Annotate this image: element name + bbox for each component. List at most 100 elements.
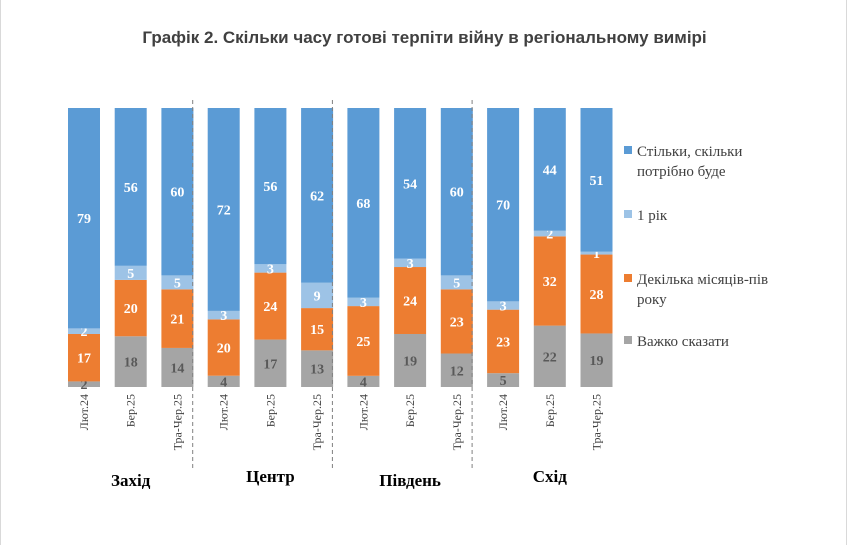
bar-segment	[440, 108, 473, 276]
data-label: 4	[220, 375, 227, 390]
category-tick-label: Бер.25	[403, 394, 417, 427]
data-label: 51	[590, 174, 604, 189]
bar-segment	[207, 375, 240, 387]
data-label: 5	[500, 374, 507, 389]
bar-segment	[114, 108, 147, 266]
data-label: 17	[77, 352, 91, 367]
bar-segment	[533, 325, 566, 387]
bar-segment	[161, 347, 194, 387]
data-label: 9	[314, 289, 321, 304]
data-label: 2	[546, 228, 553, 243]
legend-swatch	[624, 336, 632, 344]
bar-segment	[440, 275, 473, 290]
bar-segment	[207, 108, 240, 311]
data-label: 60	[450, 186, 464, 201]
legend-swatch	[624, 274, 632, 282]
data-label: 20	[124, 302, 138, 317]
region-label: Захід	[111, 471, 151, 490]
bar-segment	[347, 375, 380, 387]
category-tick-label: Тра-Чер.25	[170, 394, 184, 450]
legend-label: року	[637, 292, 667, 308]
category-tick-label: Тра-Чер.25	[590, 394, 604, 450]
bar-segment	[114, 279, 147, 337]
data-label: 79	[77, 212, 91, 227]
data-label: 20	[217, 342, 231, 357]
region-label: Південь	[379, 471, 441, 490]
category-tick-label: Лют.24	[356, 394, 370, 430]
bar-segment	[161, 289, 194, 348]
legend-swatch	[624, 210, 632, 218]
category-tick-label: Бер.25	[124, 394, 138, 427]
data-label: 24	[403, 295, 417, 310]
data-label: 3	[407, 257, 414, 272]
data-label: 25	[356, 335, 370, 350]
bar-segment	[347, 108, 380, 298]
bar-segment	[68, 108, 100, 329]
data-label: 32	[543, 275, 557, 290]
data-label: 2	[81, 325, 88, 340]
bar-segment	[301, 282, 334, 309]
data-label: 14	[170, 361, 184, 376]
data-label: 70	[496, 199, 510, 214]
category-tick-label: Лют.24	[77, 394, 91, 430]
bar-segment	[440, 289, 473, 354]
data-label: 24	[263, 300, 277, 315]
data-label: 1	[593, 247, 600, 262]
region-label: Схід	[533, 467, 568, 486]
bar-segment	[533, 230, 566, 237]
bar-segment	[394, 267, 427, 334]
data-label: 13	[310, 363, 324, 378]
data-label: 22	[543, 350, 557, 365]
data-label: 12	[450, 364, 464, 379]
bar-segment	[301, 108, 334, 283]
bar-segment	[254, 339, 287, 387]
data-label: 18	[124, 356, 138, 371]
bar-segment	[533, 108, 566, 231]
data-label: 3	[360, 296, 367, 311]
bar-segment	[161, 108, 194, 276]
bar-segment	[254, 264, 287, 273]
bar-segment	[207, 319, 240, 376]
data-label: 56	[263, 180, 277, 195]
bar-segment	[68, 381, 100, 387]
data-label: 21	[170, 313, 184, 328]
bar-segment	[394, 108, 427, 259]
legend-label: потрібно буде	[637, 164, 726, 180]
bar-segment	[580, 333, 613, 387]
category-tick-label: Лют.24	[217, 394, 231, 430]
data-label: 62	[310, 189, 324, 204]
bar-segment	[347, 306, 380, 376]
bar-segment	[207, 310, 240, 320]
data-label: 2	[81, 378, 88, 393]
bar-segment	[114, 336, 147, 387]
legend-label: Важко сказати	[637, 334, 729, 350]
category-tick-label: Лют.24	[496, 394, 510, 430]
category-tick-label: Бер.25	[263, 394, 277, 427]
data-label: 56	[124, 181, 138, 196]
data-label: 5	[127, 267, 134, 282]
data-label: 5	[453, 276, 460, 291]
bar-segment	[487, 301, 520, 310]
category-tick-label: Тра-Чер.25	[310, 394, 324, 450]
legend-label: 1 рік	[637, 208, 668, 224]
data-label: 3	[267, 262, 274, 277]
data-label: 19	[403, 354, 417, 369]
data-label: 28	[590, 288, 604, 303]
bar-segment	[487, 309, 520, 374]
bar-segment	[254, 272, 287, 340]
data-label: 60	[170, 186, 184, 201]
bar-segment	[301, 350, 334, 387]
data-label: 17	[263, 357, 277, 372]
legend-label: Стільки, скільки	[637, 144, 742, 160]
legend-swatch	[624, 146, 632, 154]
bar-segment	[114, 265, 147, 280]
bar-segment	[580, 251, 613, 255]
data-label: 23	[450, 315, 464, 330]
data-label: 68	[356, 197, 370, 212]
data-label: 23	[496, 335, 510, 350]
bar-segment	[68, 333, 100, 382]
bar-segment	[440, 353, 473, 387]
bar-segment	[161, 275, 194, 290]
